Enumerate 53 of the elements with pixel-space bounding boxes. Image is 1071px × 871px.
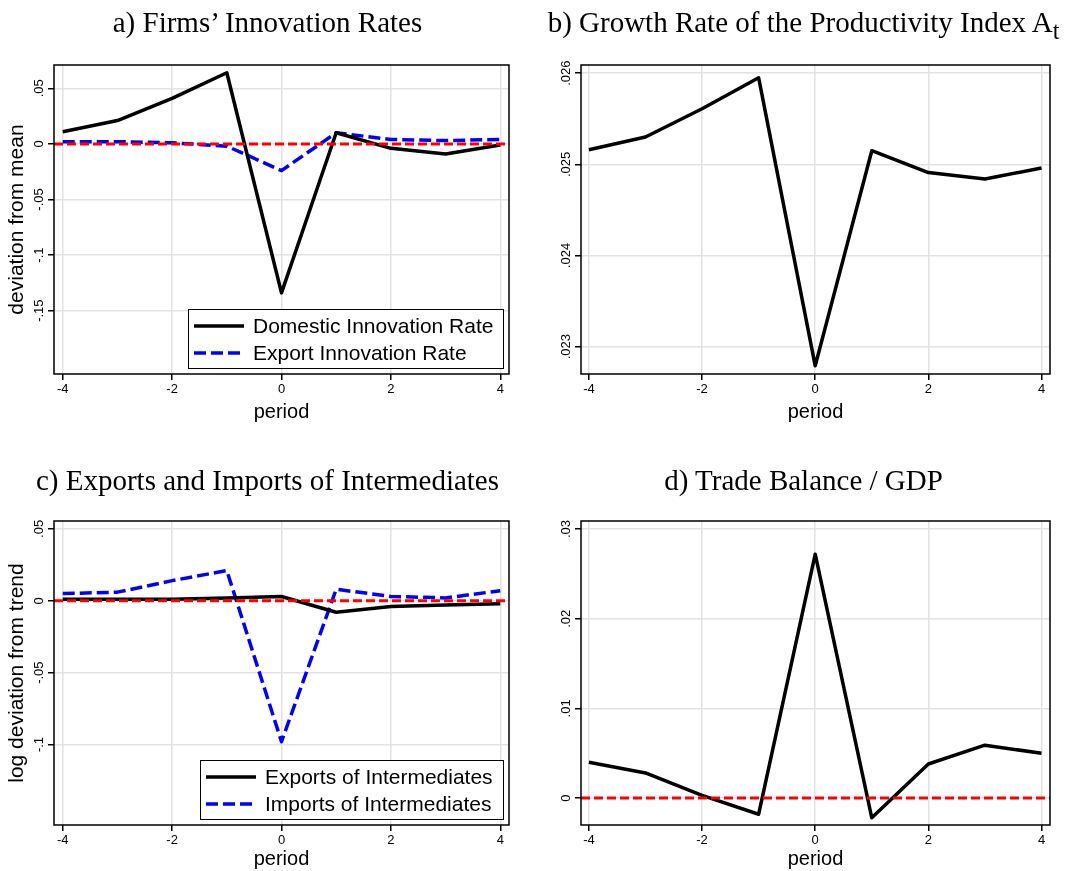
legend-label: Imports of Intermediates [265, 791, 492, 816]
y-tick-label: -.15 [30, 299, 46, 322]
y-axis-title: deviation from mean [4, 124, 28, 315]
y-tick-label: .05 [30, 519, 46, 538]
x-tick-label: -4 [583, 832, 595, 848]
y-tick-label: 0 [30, 140, 46, 148]
legend-label: Export Innovation Rate [253, 340, 467, 365]
x-tick-label: -2 [166, 381, 178, 397]
x-tick-label: 2 [924, 381, 932, 397]
x-axis-title: period [787, 399, 844, 422]
x-axis-title: period [253, 846, 310, 869]
y-tick-label: .02 [557, 609, 573, 628]
x-tick-label: -4 [56, 381, 69, 397]
x-tick-label: 0 [811, 381, 819, 397]
x-tick-label: 4 [1037, 832, 1046, 848]
line-series [61, 131, 502, 173]
line-series [61, 568, 502, 744]
x-tick-label: -2 [696, 381, 708, 397]
x-tick-label: 2 [924, 832, 932, 848]
y-tick-label: .01 [557, 699, 573, 718]
y-axis-title: log deviation from trend [4, 563, 28, 783]
x-tick-label: 2 [387, 832, 395, 848]
x-tick-label: 4 [1037, 381, 1046, 397]
x-tick-label: 2 [387, 381, 395, 397]
x-tick-label: 0 [277, 381, 286, 397]
y-tick-label: .023 [557, 334, 573, 360]
chart-title: d) Trade Balance / GDP [663, 463, 944, 497]
y-tick-label: .026 [557, 60, 573, 86]
y-tick-label: .03 [557, 520, 573, 539]
x-tick-label: 4 [496, 832, 504, 848]
x-tick-label: -2 [166, 832, 178, 848]
legend-label: Domestic Innovation Rate [253, 313, 494, 338]
x-axis-title: period [253, 399, 310, 422]
x-tick-label: 4 [496, 381, 504, 397]
y-tick-label: -.1 [30, 247, 46, 263]
chart-title: c) Exports and Imports of Intermediates [34, 463, 501, 497]
y-tick-label: -.1 [30, 736, 46, 753]
x-tick-label: -2 [696, 832, 708, 848]
x-tick-label: -4 [56, 832, 69, 848]
y-tick-label: .025 [557, 151, 573, 178]
legend-label: Exports of Intermediates [265, 764, 493, 789]
x-tick-label: 0 [811, 832, 819, 848]
y-tick-label: -.05 [30, 188, 46, 211]
y-tick-label: 0 [557, 794, 573, 802]
y-tick-label: 0 [30, 597, 46, 605]
y-tick-label: .05 [30, 79, 46, 98]
y-tick-label: -.05 [30, 661, 46, 684]
x-tick-label: -4 [583, 381, 595, 397]
chart-title: a) Firms’ Innovation Rates [111, 5, 424, 39]
x-axis-title: period [787, 846, 844, 869]
y-tick-label: .024 [557, 242, 573, 269]
x-tick-label: 0 [277, 832, 286, 848]
chart-title: b) Growth Rate of the Productivity Index A$_{t}$ [546, 5, 1061, 46]
